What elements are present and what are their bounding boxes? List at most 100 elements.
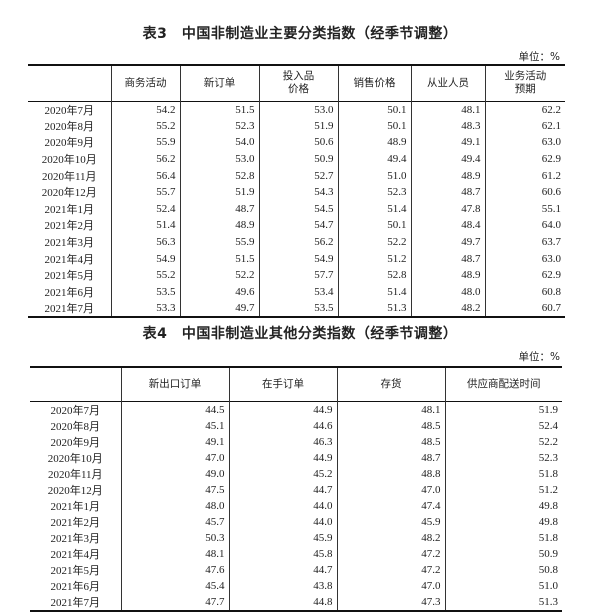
table-cell-value: 61.2 [484, 167, 565, 184]
table-cell-value: 47.4 [336, 497, 445, 514]
table-cell-value: 47.0 [336, 481, 445, 498]
table-cell-value: 45.9 [336, 513, 445, 530]
column-header: 在手订单 [228, 367, 337, 401]
table-cell-value: 47.5 [120, 481, 229, 498]
table-cell-value: 60.6 [484, 183, 565, 201]
table-cell-value: 55.1 [484, 200, 565, 218]
table-cell-value: 63.0 [484, 134, 565, 151]
table-cell-value: 52.8 [179, 167, 259, 184]
table-row: 2021年1月 48.0 44.0 47.4 49.8 [30, 497, 562, 514]
column-header: 商务活动 [110, 65, 180, 101]
table-cell-value: 47.8 [410, 200, 485, 218]
table-cell-value: 48.7 [410, 183, 485, 201]
table-cell-value: 51.9 [179, 183, 259, 201]
table-cell-value: 48.0 [410, 283, 485, 301]
table-row: 2021年6月 53.5 49.6 53.4 51.4 48.0 60.8 [28, 283, 565, 301]
table-cell-value: 51.8 [444, 465, 562, 482]
row-label-month: 2021年2月 [44, 220, 95, 233]
table-cell-value: 47.2 [336, 561, 445, 578]
table3-nonmanufacturing-main-indices: 商务活动 新订单 投入品 价格 销售价格 从业人员 业务活动 预期 2020年7月 54.2 5… [28, 64, 565, 318]
table-cell-value: 48.7 [336, 449, 445, 466]
table-cell-value: 53.0 [258, 101, 338, 118]
table-cell-value: 43.8 [228, 577, 337, 594]
table-cell-value: 49.8 [444, 513, 562, 530]
row-label-month: 2020年9月 [44, 137, 95, 150]
table-cell-value: 49.4 [410, 150, 485, 168]
table-row: 2020年9月 55.9 54.0 50.6 48.9 49.1 63.0 [28, 134, 565, 151]
table-cell-value: 48.4 [410, 217, 485, 234]
table-cell-value: 49.1 [120, 433, 229, 450]
table-cell-value: 48.2 [410, 300, 485, 318]
table-cell-value: 54.5 [258, 200, 338, 218]
table-cell-value: 51.8 [444, 529, 562, 546]
table-cell-value: 51.3 [337, 300, 411, 318]
table3-unit: 单位：% [518, 51, 560, 63]
table-cell-value: 49.0 [120, 465, 229, 482]
row-label-month: 2021年1月 [44, 203, 95, 216]
table4-title: 表4 中国非制造业其他分类指数（经季节调整） [142, 326, 458, 342]
table-cell-value: 53.5 [110, 283, 180, 301]
row-label-month: 2021年7月 [50, 596, 101, 609]
row-label-month: 2021年3月 [44, 237, 95, 250]
table-cell-value: 50.1 [337, 101, 411, 118]
table-cell-value: 48.5 [336, 417, 445, 434]
table-cell-value: 64.0 [484, 217, 565, 234]
table-cell-value: 49.7 [410, 233, 485, 251]
table-cell-value: 49.6 [179, 283, 259, 301]
table-row: 2021年2月 45.7 44.0 45.9 49.8 [30, 513, 562, 530]
table-cell-value: 63.0 [484, 250, 565, 267]
table-cell-value: 54.9 [110, 250, 180, 267]
table-cell-value: 54.3 [258, 183, 338, 201]
table-cell-value: 54.7 [258, 217, 338, 234]
row-label-month: 2021年4月 [44, 253, 95, 266]
table-cell-value: 48.0 [120, 497, 229, 514]
table-cell-value: 53.4 [258, 283, 338, 301]
table-row: 2020年12月 55.7 51.9 54.3 52.3 48.7 60.6 [28, 183, 565, 201]
table-cell-value: 45.8 [228, 545, 337, 562]
table-cell-value: 50.1 [337, 117, 411, 135]
row-label-month: 2021年4月 [50, 548, 101, 561]
table-cell-value: 48.3 [410, 117, 485, 135]
table-cell-value: 51.5 [179, 101, 259, 118]
table-cell-value: 49.8 [444, 497, 562, 514]
table-row: 2020年11月 49.0 45.2 48.8 51.8 [30, 465, 562, 482]
table-row: 2021年5月 55.2 52.2 57.7 52.8 48.9 62.9 [28, 266, 565, 284]
table-row: 2020年10月 56.2 53.0 50.9 49.4 49.4 62.9 [28, 150, 565, 168]
table-cell-value: 50.9 [444, 545, 562, 562]
table-cell-value: 51.4 [110, 217, 180, 234]
table-cell-value: 51.9 [444, 401, 562, 418]
column-header [30, 367, 121, 401]
table-cell-value: 48.9 [179, 217, 259, 234]
row-label-month: 2020年9月 [50, 436, 101, 449]
table-cell-value: 52.2 [179, 266, 259, 284]
table-cell-value: 48.1 [410, 101, 485, 118]
row-label-month: 2021年7月 [44, 303, 95, 316]
table-cell-value: 48.2 [336, 529, 445, 546]
table-cell-value: 49.7 [179, 300, 259, 318]
table-cell-value: 49.1 [410, 134, 485, 151]
table-cell-value: 63.7 [484, 233, 565, 251]
column-header: 投入品 价格 [258, 65, 338, 101]
table-cell-value: 51.2 [444, 481, 562, 498]
row-label-month: 2021年1月 [50, 500, 101, 513]
table-cell-value: 62.9 [484, 150, 565, 168]
table-cell-value: 52.2 [337, 233, 411, 251]
table-cell-value: 54.2 [110, 101, 180, 118]
table-cell-value: 44.7 [228, 481, 337, 498]
header-row: 新出口订单 在手订单 存货 供应商配送时间 [30, 367, 562, 401]
table-cell-value: 53.3 [110, 300, 180, 318]
table-cell-value: 47.0 [336, 577, 445, 594]
table-cell-value: 51.9 [258, 117, 338, 135]
table-cell-value: 47.0 [120, 449, 229, 466]
row-label-month: 2020年11月 [47, 468, 103, 481]
table-cell-value: 48.1 [120, 545, 229, 562]
table-cell-value: 55.9 [179, 233, 259, 251]
table-cell-value: 51.2 [337, 250, 411, 267]
table-cell-value: 48.1 [336, 401, 445, 418]
table-row: 2021年3月 50.3 45.9 48.2 51.8 [30, 529, 562, 546]
table-cell-value: 62.9 [484, 266, 565, 284]
table-row: 2020年10月 47.0 44.9 48.7 52.3 [30, 449, 562, 466]
table-row: 2020年9月 49.1 46.3 48.5 52.2 [30, 433, 562, 450]
table-cell-value: 52.3 [444, 449, 562, 466]
table-row: 2020年7月 54.2 51.5 53.0 50.1 48.1 62.2 [28, 101, 565, 118]
